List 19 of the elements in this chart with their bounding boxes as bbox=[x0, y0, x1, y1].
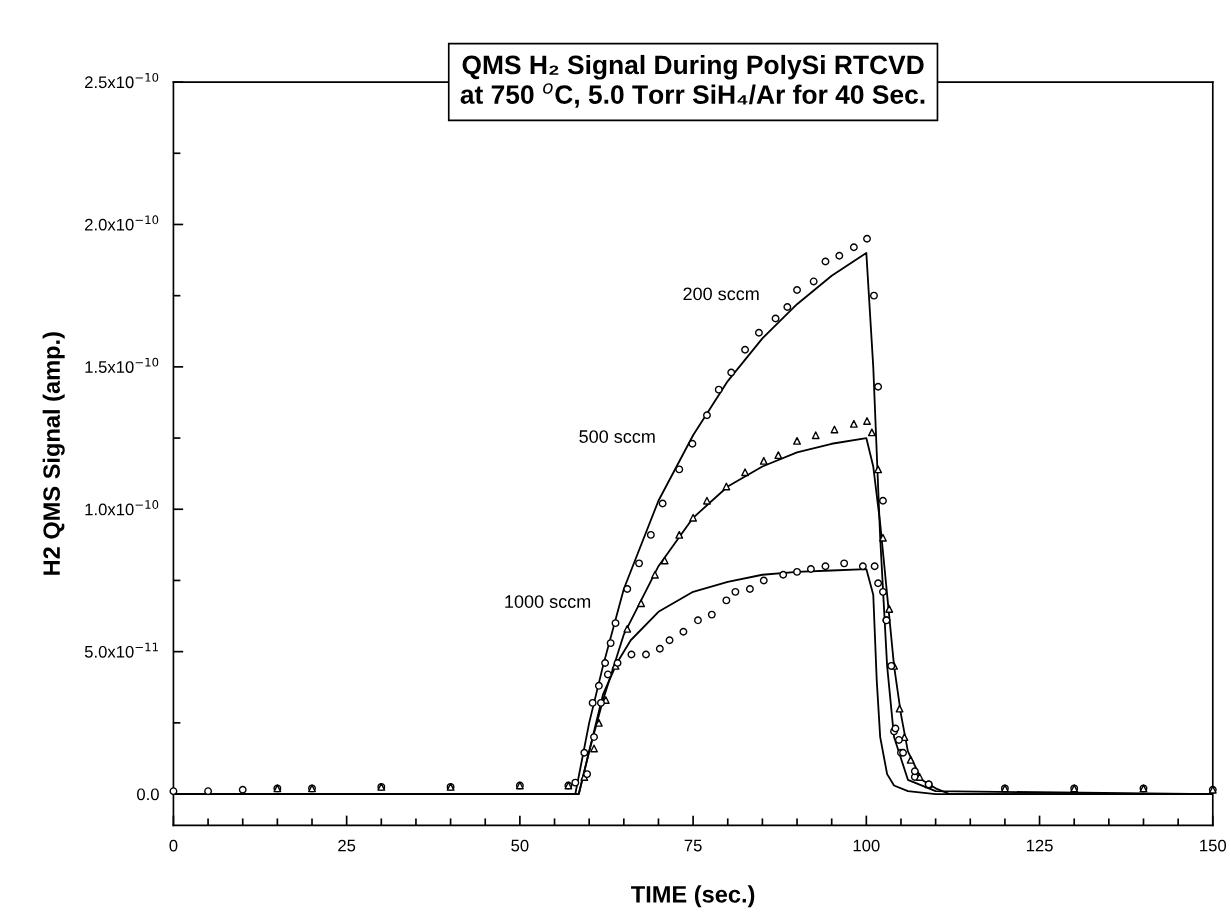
x-tick-label: 150 bbox=[1200, 839, 1227, 852]
x-tick-label: 25 bbox=[338, 839, 356, 852]
x-tick-label: 75 bbox=[684, 839, 702, 852]
x-tick-label: 50 bbox=[511, 839, 529, 852]
x-axis-title: TIME (sec.) bbox=[631, 885, 755, 908]
x-tick-label: 0 bbox=[169, 839, 178, 852]
y-tick-label: 2.5x10$^{−10}$ bbox=[85, 72, 159, 89]
y-tick-label: 0.0 bbox=[137, 788, 159, 801]
y-tick-label: 1.5x10$^{−10}$ bbox=[85, 357, 159, 373]
y-tick-label: 2.0x10$^{−10}$ bbox=[85, 215, 159, 231]
annotation: 500 sccm bbox=[579, 430, 655, 443]
x-tick-label: 125 bbox=[1026, 839, 1053, 852]
annotation: 200 sccm bbox=[683, 287, 759, 301]
chart-title: QMS H₂ Signal During PolySi RTCVD at 750 $^{o}$C, 5.0 Torr SiH₄/Ar for 40 Sec. bbox=[460, 54, 925, 108]
x-tick-label: 100 bbox=[853, 839, 880, 852]
y-tick-label: 1.0x10$^{−10}$ bbox=[85, 500, 159, 516]
y-tick-label: 5.0x10$^{−11}$ bbox=[84, 642, 158, 658]
annotation: 1000 sccm bbox=[505, 595, 591, 608]
y-axis-title: H2 QMS Signal (amp.) bbox=[42, 332, 65, 575]
